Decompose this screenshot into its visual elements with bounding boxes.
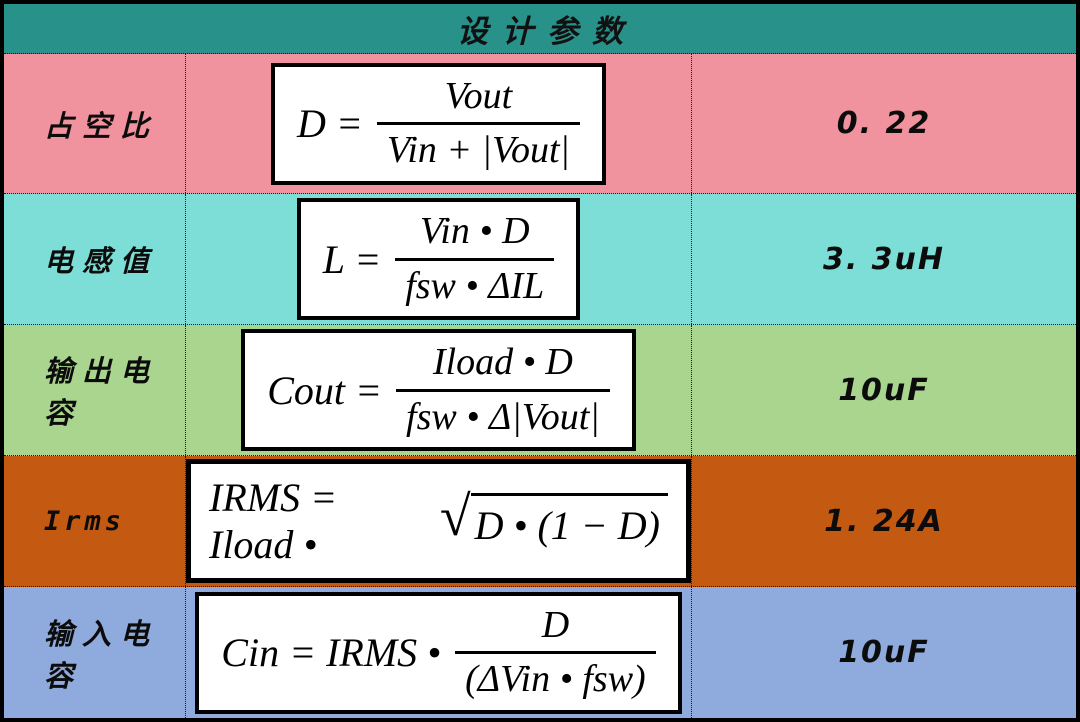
- table-row-input-capacitance: 输入电容 Cin = IRMS • D (ΔVin • fsw) 10uF: [4, 587, 1076, 718]
- fraction-numerator: Vout: [376, 73, 580, 125]
- row-value: 0. 22: [836, 106, 932, 141]
- fraction-numerator: Iload • D: [396, 339, 610, 392]
- row-label: 电感值: [44, 244, 159, 278]
- page-title: 设计参数: [457, 14, 637, 50]
- row-label: Irms: [44, 505, 126, 537]
- formula-box: L = Vin • D fsw • ΔIL: [296, 198, 581, 320]
- formula-box: Cin = IRMS • D (ΔVin • fsw): [195, 591, 682, 714]
- fraction-numerator: D: [455, 602, 656, 654]
- row-label: 输入电容: [44, 616, 159, 693]
- row-label: 占空比: [44, 108, 159, 143]
- row-label-cell: 电感值: [4, 194, 186, 324]
- formula-cell: Cin = IRMS • D (ΔVin • fsw): [186, 587, 692, 718]
- fraction-denominator: Vin + |Vout|: [386, 129, 570, 171]
- value-cell: 10uF: [692, 325, 1076, 455]
- sqrt-formula: IRMS = Iload • √ D • (1 − D): [209, 474, 668, 568]
- fraction: D (ΔVin • fsw): [455, 602, 656, 704]
- fraction: Vin • D fsw • ΔIL: [395, 208, 555, 310]
- row-value: 10uF: [838, 635, 930, 670]
- formula-box: D = Vout Vin + |Vout|: [271, 62, 606, 185]
- formula-box: Cout = Iload • D fsw • Δ|Vout|: [241, 329, 636, 451]
- sqrt-radicand: D • (1 − D): [470, 493, 668, 549]
- row-value: 3. 3uH: [822, 241, 946, 277]
- value-cell: 0. 22: [692, 54, 1076, 193]
- fraction: Vout Vin + |Vout|: [376, 73, 580, 175]
- formula-cell: IRMS = Iload • √ D • (1 − D): [186, 456, 692, 586]
- row-label-cell: 输入电容: [4, 587, 186, 718]
- row-value: 10uF: [838, 372, 930, 408]
- formula-box: IRMS = Iload • √ D • (1 − D): [186, 459, 691, 583]
- formula-lhs: Cout =: [267, 367, 383, 413]
- formula-lhs: IRMS = Iload •: [209, 475, 338, 567]
- table-row-duty-cycle: 占空比 D = Vout Vin + |Vout| 0. 22: [4, 54, 1076, 194]
- fraction: Iload • D fsw • Δ|Vout|: [396, 339, 610, 441]
- formula-cell: D = Vout Vin + |Vout|: [186, 54, 692, 193]
- value-cell: 1. 24A: [692, 456, 1076, 586]
- formula-cell: Cout = Iload • D fsw • Δ|Vout|: [186, 325, 692, 455]
- fraction-denominator: (ΔVin • fsw): [465, 658, 646, 700]
- square-root: √ D • (1 − D): [439, 486, 668, 549]
- table-row-output-capacitance: 输出电容 Cout = Iload • D fsw • Δ|Vout| 10uF: [4, 325, 1076, 456]
- formula-lhs: D =: [297, 101, 363, 146]
- fraction-denominator: fsw • ΔIL: [405, 264, 545, 307]
- fraction-denominator: fsw • Δ|Vout|: [406, 395, 600, 438]
- formula-lhs: L =: [322, 236, 382, 282]
- table-header: 设计参数: [4, 4, 1076, 54]
- formula-cell: L = Vin • D fsw • ΔIL: [186, 194, 692, 324]
- row-value: 1. 24A: [824, 503, 944, 539]
- table-row-inductance: 电感值 L = Vin • D fsw • ΔIL 3. 3uH: [4, 194, 1076, 325]
- fraction-numerator: Vin • D: [395, 208, 555, 261]
- value-cell: 3. 3uH: [692, 194, 1076, 324]
- row-label-cell: 占空比: [4, 54, 186, 193]
- sqrt-radical-icon: √: [439, 486, 471, 548]
- table-row-irms: Irms IRMS = Iload • √ D • (1 − D) 1. 24A: [4, 456, 1076, 587]
- row-label: 输出电容: [44, 354, 159, 430]
- formula-lhs: Cin = IRMS •: [221, 630, 442, 675]
- row-label-cell: Irms: [4, 456, 186, 586]
- row-label-cell: 输出电容: [4, 325, 186, 455]
- value-cell: 10uF: [692, 587, 1076, 718]
